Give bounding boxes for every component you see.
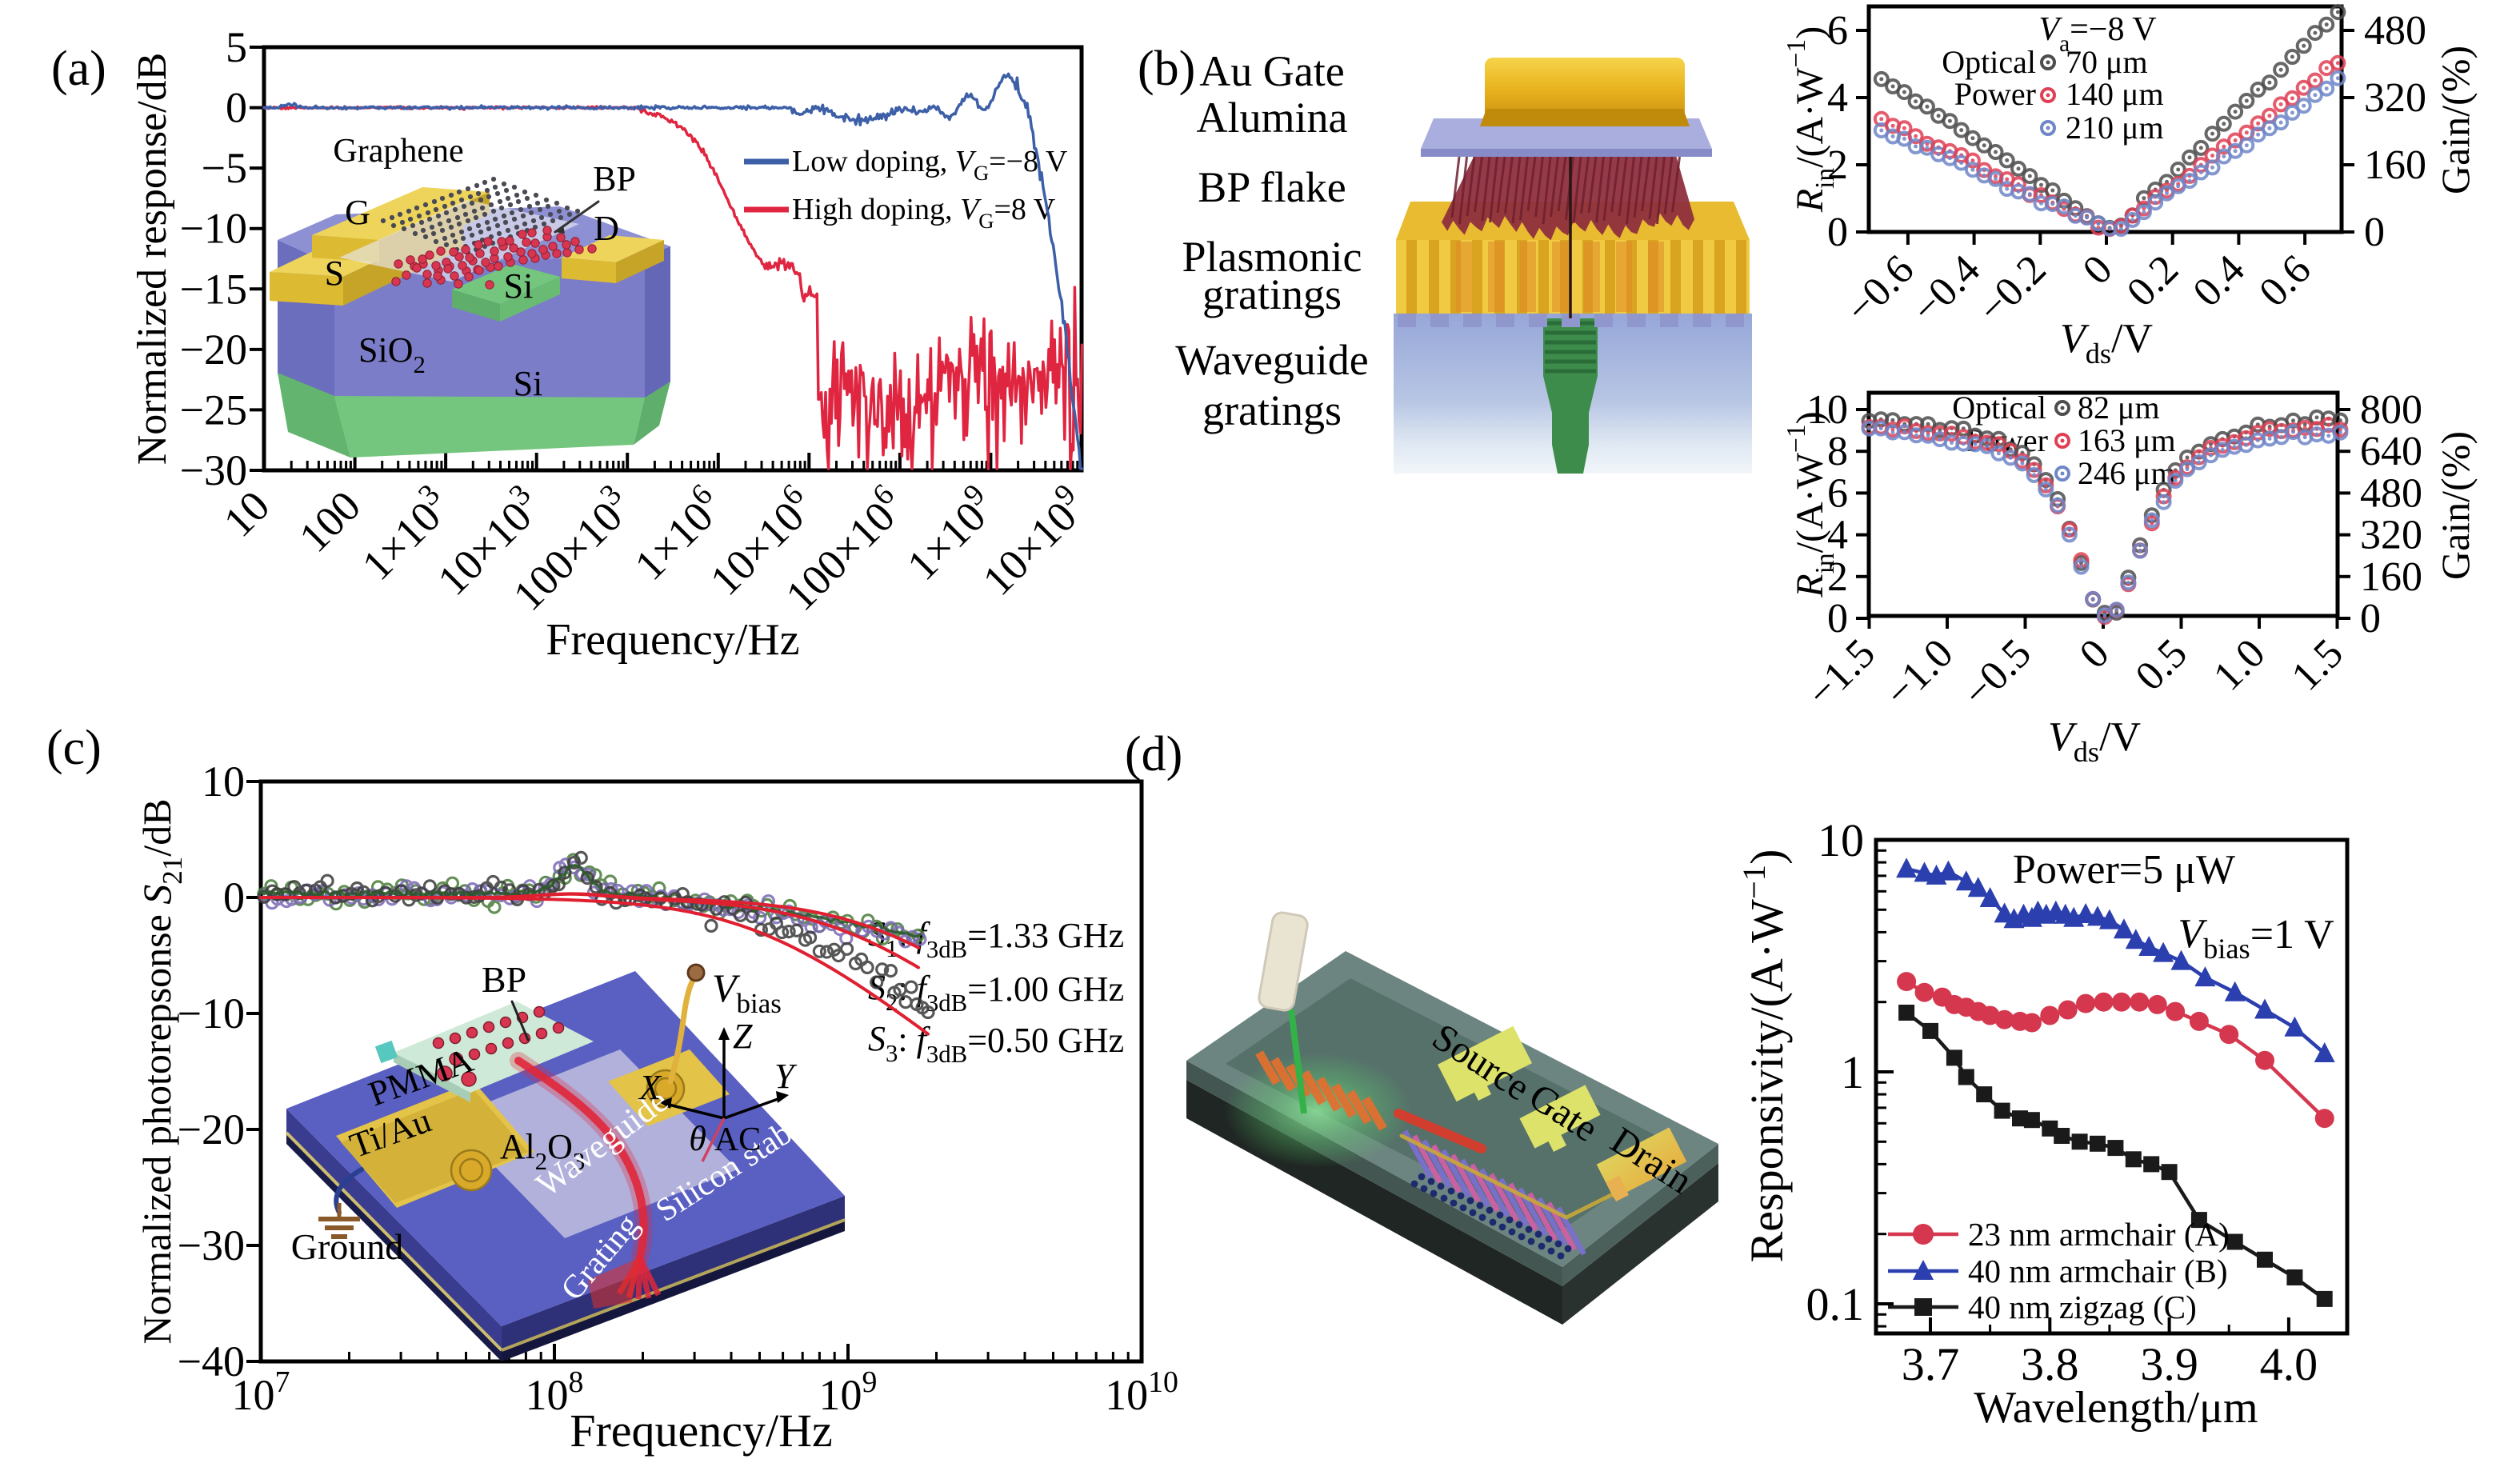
svg-text:θ: θ — [689, 1119, 706, 1158]
svg-text:Gain/(%): Gain/(%) — [2433, 431, 2478, 580]
svg-text:BP: BP — [482, 959, 526, 1000]
svg-text:160: 160 — [2360, 554, 2422, 600]
svg-text:Vbias: Vbias — [712, 965, 782, 1019]
svg-text:−10: −10 — [178, 989, 245, 1037]
svg-text:40 nm armchair (B): 40 nm armchair (B) — [1968, 1253, 2227, 1289]
svg-text:800: 800 — [2360, 387, 2422, 433]
svg-text:0: 0 — [1827, 596, 1848, 642]
svg-text:320: 320 — [2360, 513, 2422, 558]
svg-text:Power=5 μW: Power=5 μW — [2013, 847, 2235, 893]
svg-text:(c): (c) — [46, 721, 102, 775]
svg-text:6: 6 — [1827, 8, 1848, 54]
svg-text:2: 2 — [1827, 142, 1848, 188]
svg-text:S: S — [325, 254, 344, 293]
svg-text:480: 480 — [2360, 470, 2422, 516]
svg-text:Vbias=1 V: Vbias=1 V — [2178, 911, 2334, 965]
svg-text:−10: −10 — [180, 205, 247, 253]
svg-text:320: 320 — [2364, 75, 2426, 121]
svg-text:Wavelength/μm: Wavelength/μm — [1974, 1383, 2258, 1433]
svg-text:10: 10 — [1818, 814, 1864, 866]
svg-text:3.8: 3.8 — [2021, 1338, 2079, 1390]
svg-text:S2: f3dB=1.00 GHz: S2: f3dB=1.00 GHz — [868, 968, 1124, 1017]
svg-text:Power: Power — [1954, 76, 2036, 112]
svg-text:Plasmonic: Plasmonic — [1182, 233, 1362, 281]
svg-text:−30: −30 — [180, 446, 247, 494]
svg-text:108: 108 — [526, 1365, 584, 1419]
svg-text:0.1: 0.1 — [1806, 1278, 1865, 1330]
svg-text:23 nm armchair (A): 23 nm armchair (A) — [1968, 1216, 2230, 1253]
svg-text:(a): (a) — [51, 42, 106, 96]
svg-text:−40: −40 — [178, 1337, 245, 1385]
svg-text:−20: −20 — [180, 326, 247, 374]
svg-text:3.9: 3.9 — [2140, 1338, 2198, 1390]
svg-text:Optical: Optical — [1952, 390, 2046, 426]
svg-text:X: X — [638, 1068, 662, 1107]
svg-text:Rin/(A·W−1): Rin/(A·W−1) — [1782, 411, 1840, 598]
svg-text:Z: Z — [733, 1017, 753, 1056]
svg-text:Optical: Optical — [1942, 44, 2036, 80]
svg-text:BP: BP — [593, 159, 636, 198]
svg-text:Rin/(A·W−1): Rin/(A·W−1) — [1782, 26, 1840, 213]
svg-text:163 μm: 163 μm — [2078, 422, 2176, 458]
svg-text:−15: −15 — [180, 265, 247, 313]
svg-text:5: 5 — [226, 23, 247, 71]
svg-text:107: 107 — [232, 1365, 290, 1419]
svg-text:210 μm: 210 μm — [2066, 110, 2164, 146]
svg-text:640: 640 — [2360, 429, 2422, 474]
svg-text:gratings: gratings — [1202, 270, 1342, 318]
svg-text:0: 0 — [1827, 210, 1848, 255]
svg-text:Responsivity/(A·W−1): Responsivity/(A·W−1) — [1736, 849, 1793, 1263]
svg-text:40 nm zigzag (C): 40 nm zigzag (C) — [1968, 1289, 2197, 1325]
svg-text:Frequency/Hz: Frequency/Hz — [570, 1405, 833, 1457]
svg-text:−25: −25 — [180, 386, 247, 434]
svg-text:6: 6 — [1827, 470, 1848, 516]
svg-text:BP flake: BP flake — [1198, 163, 1346, 211]
svg-text:480: 480 — [2364, 8, 2426, 54]
svg-text:8: 8 — [1827, 429, 1848, 474]
svg-text:Va=−8 V: Va=−8 V — [2038, 11, 2156, 57]
svg-text:0: 0 — [2360, 596, 2381, 642]
svg-text:Ground: Ground — [291, 1226, 404, 1267]
svg-text:−5: −5 — [202, 144, 247, 192]
svg-text:Vds/V: Vds/V — [2048, 714, 2141, 768]
svg-text:Gain/(%): Gain/(%) — [2433, 46, 2478, 194]
svg-text:4: 4 — [1827, 513, 1848, 558]
svg-text:0: 0 — [226, 84, 247, 132]
svg-text:S3: f3dB=0.50 GHz: S3: f3dB=0.50 GHz — [868, 1019, 1124, 1068]
svg-text:G: G — [345, 193, 370, 232]
svg-text:0: 0 — [2364, 210, 2385, 255]
svg-text:(d): (d) — [1125, 727, 1182, 781]
svg-text:Low doping, VG=−8 V: Low doping, VG=−8 V — [792, 145, 1068, 185]
svg-text:D: D — [594, 209, 619, 248]
svg-text:160: 160 — [2364, 142, 2426, 188]
svg-text:−20: −20 — [178, 1105, 245, 1153]
svg-text:Graphene: Graphene — [333, 133, 463, 170]
svg-text:70 μm: 70 μm — [2066, 44, 2148, 80]
svg-text:10: 10 — [202, 757, 245, 805]
svg-text:(b): (b) — [1138, 42, 1195, 96]
svg-text:Normalized response/dB: Normalized response/dB — [130, 53, 175, 466]
svg-text:1010: 1010 — [1105, 1365, 1178, 1419]
svg-text:3.7: 3.7 — [1902, 1338, 1960, 1390]
svg-text:AC: AC — [714, 1121, 761, 1158]
svg-text:10: 10 — [1806, 387, 1848, 433]
svg-text:gratings: gratings — [1202, 386, 1342, 434]
svg-text:4.0: 4.0 — [2260, 1338, 2318, 1390]
svg-text:Si: Si — [504, 266, 534, 306]
svg-text:Waveguide: Waveguide — [1175, 336, 1369, 384]
svg-text:Y: Y — [774, 1057, 798, 1096]
svg-text:2: 2 — [1827, 554, 1848, 600]
svg-text:1: 1 — [1841, 1046, 1864, 1098]
svg-text:Au Gate: Au Gate — [1199, 47, 1344, 95]
svg-text:0: 0 — [223, 873, 245, 921]
svg-text:Alumina: Alumina — [1197, 94, 1348, 142]
svg-text:Normalized photorepsonse S21/d: Normalized photorepsonse S21/dB — [134, 798, 188, 1344]
svg-text:4: 4 — [1827, 75, 1848, 121]
svg-text:82 μm: 82 μm — [2078, 390, 2160, 426]
svg-text:Vds/V: Vds/V — [2060, 316, 2153, 370]
svg-text:140 μm: 140 μm — [2066, 76, 2164, 112]
svg-text:Frequency/Hz: Frequency/Hz — [546, 615, 799, 665]
svg-text:−30: −30 — [178, 1221, 245, 1269]
svg-text:Si: Si — [514, 364, 543, 403]
